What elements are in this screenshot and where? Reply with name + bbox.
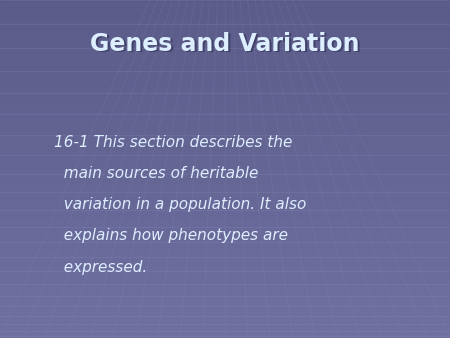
Text: explains how phenotypes are: explains how phenotypes are (54, 228, 288, 243)
Text: expressed.: expressed. (54, 260, 147, 274)
Text: variation in a population. It also: variation in a population. It also (54, 197, 306, 212)
Text: Genes and Variation: Genes and Variation (92, 33, 361, 57)
Text: Genes and Variation: Genes and Variation (90, 32, 360, 56)
Text: main sources of heritable: main sources of heritable (54, 166, 258, 181)
Text: 16-1 This section describes the: 16-1 This section describes the (54, 135, 292, 150)
